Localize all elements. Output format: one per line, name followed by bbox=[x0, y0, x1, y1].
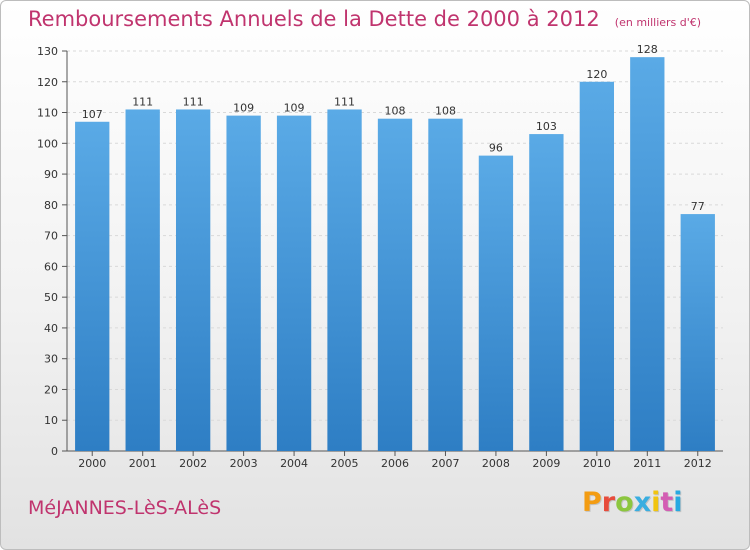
logo-letter: o bbox=[615, 487, 634, 518]
value-label: 111 bbox=[334, 95, 355, 108]
x-tick-label: 2009 bbox=[532, 457, 560, 470]
y-tick-label: 110 bbox=[37, 107, 58, 120]
logo-letter: t bbox=[660, 487, 674, 518]
bar bbox=[75, 121, 110, 452]
y-tick-label: 30 bbox=[44, 353, 58, 366]
value-label: 103 bbox=[536, 120, 557, 133]
x-tick-label: 2000 bbox=[78, 457, 106, 470]
x-tick-label: 2006 bbox=[381, 457, 409, 470]
proxiti-logo[interactable]: Proxiti bbox=[582, 487, 683, 518]
x-tick-label: 2005 bbox=[331, 457, 359, 470]
value-label: 96 bbox=[489, 142, 503, 155]
y-tick-label: 70 bbox=[44, 230, 58, 243]
x-tick-label: 2011 bbox=[633, 457, 661, 470]
y-tick-label: 20 bbox=[44, 383, 58, 396]
bar bbox=[276, 115, 312, 451]
logo-letter: x bbox=[633, 487, 652, 518]
value-label: 128 bbox=[637, 43, 658, 56]
value-label: 109 bbox=[233, 102, 254, 115]
value-label: 109 bbox=[284, 102, 305, 115]
x-tick-label: 2003 bbox=[230, 457, 258, 470]
bar bbox=[125, 109, 160, 451]
bar bbox=[680, 214, 715, 451]
x-tick-label: 2012 bbox=[684, 457, 712, 470]
y-tick-label: 10 bbox=[44, 414, 58, 427]
y-tick-label: 100 bbox=[37, 137, 58, 150]
chart-unit: (en milliers d'€) bbox=[614, 16, 702, 29]
x-tick-label: 2007 bbox=[431, 457, 459, 470]
value-label: 111 bbox=[132, 95, 153, 108]
y-tick-label: 40 bbox=[44, 322, 58, 335]
value-label: 111 bbox=[183, 95, 204, 108]
value-label: 107 bbox=[82, 108, 103, 121]
y-tick-label: 90 bbox=[44, 168, 58, 181]
y-tick-label: 0 bbox=[51, 445, 58, 458]
value-label: 108 bbox=[385, 105, 406, 118]
chart-title-block: Remboursements Annuels de la Dette de 20… bbox=[28, 7, 701, 31]
bar bbox=[226, 115, 261, 451]
value-label: 77 bbox=[691, 200, 705, 213]
value-label: 108 bbox=[435, 105, 456, 118]
logo-letter: i bbox=[673, 487, 683, 518]
bar bbox=[327, 109, 362, 451]
labels-layer: 107 111 111 109 109 111 108 108 96 103 120 128 77 bbox=[82, 43, 705, 213]
x-tick-label: 2004 bbox=[280, 457, 308, 470]
y-tick-label: 60 bbox=[44, 260, 58, 273]
bar bbox=[478, 155, 514, 451]
logo-letter: i bbox=[651, 487, 661, 518]
logo-letter: r bbox=[601, 487, 616, 518]
y-tick-label: 80 bbox=[44, 199, 58, 212]
bar bbox=[175, 109, 211, 451]
y-tick-label: 50 bbox=[44, 291, 58, 304]
x-tick-label: 2010 bbox=[583, 457, 611, 470]
x-tick-label: 2008 bbox=[482, 457, 510, 470]
bar bbox=[428, 118, 463, 451]
y-tick-label: 130 bbox=[37, 45, 58, 58]
bar bbox=[579, 81, 615, 452]
logo-letter: P bbox=[582, 487, 602, 518]
x-tick-label: 2001 bbox=[129, 457, 157, 470]
commune-name: MéJANNES-LèS-ALèS bbox=[28, 497, 222, 519]
y-tick-label: 120 bbox=[37, 76, 58, 89]
bar bbox=[630, 57, 665, 452]
bars-layer bbox=[75, 57, 715, 452]
x-tick-label: 2002 bbox=[179, 457, 207, 470]
value-label: 120 bbox=[586, 68, 607, 81]
bar bbox=[529, 134, 564, 452]
chart-title: Remboursements Annuels de la Dette de 20… bbox=[28, 7, 600, 31]
bar bbox=[377, 118, 413, 451]
